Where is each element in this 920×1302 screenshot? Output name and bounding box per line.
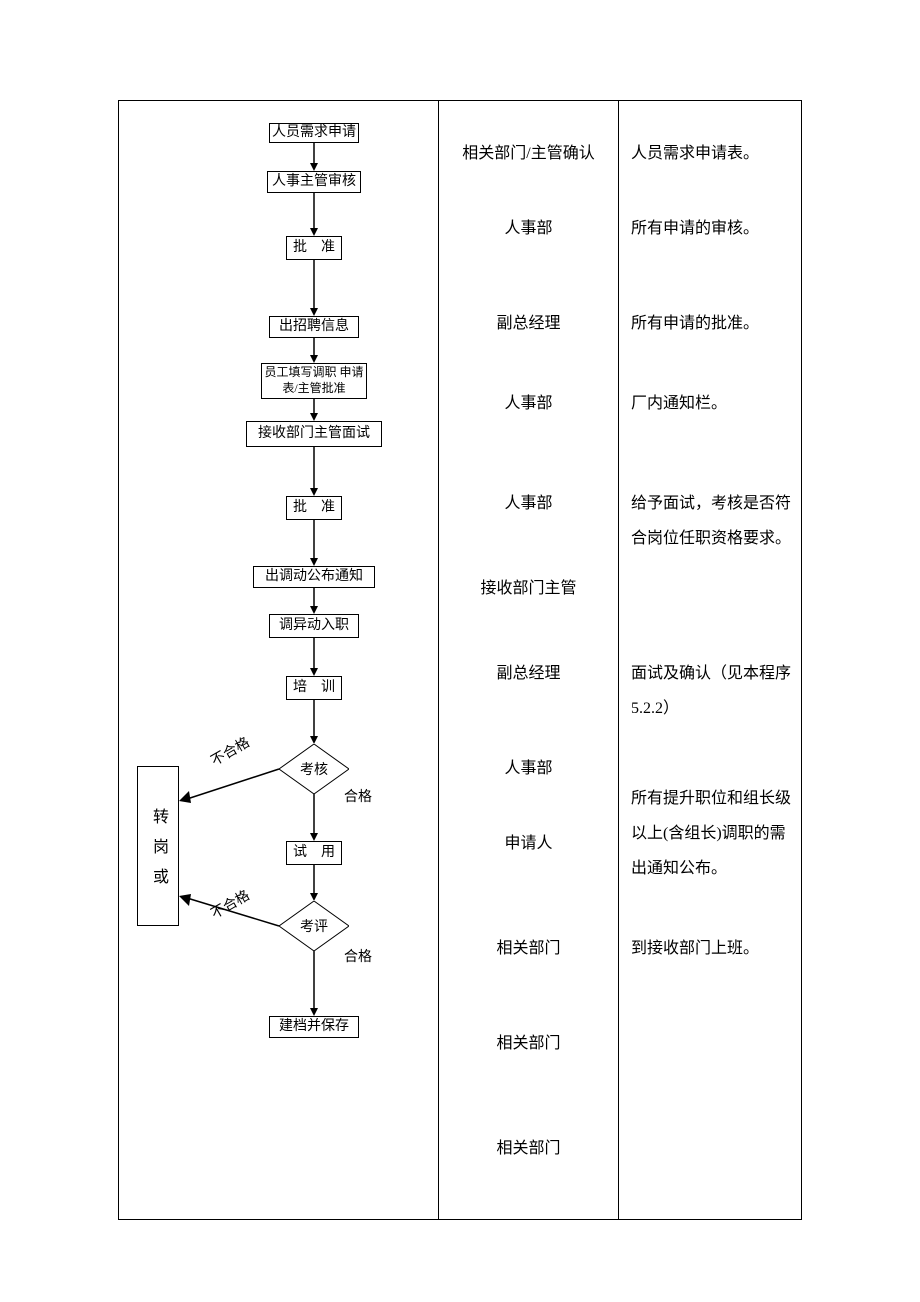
node-assess2: 考评	[279, 901, 349, 951]
diagram-container: 人员需求申请 人事主管审核 批 准 出招聘信息 员工填写调职 申请表/主管批准 …	[118, 100, 802, 1220]
note-3: 所有申请的批准。	[631, 306, 793, 341]
resp-10: 相关部门	[439, 931, 618, 966]
node-fill-form: 员工填写调职 申请表/主管批准	[261, 363, 367, 399]
arrow-5-6	[308, 399, 320, 421]
note-2: 所有申请的审核。	[631, 211, 793, 246]
resp-9: 申请人	[439, 826, 618, 861]
resp-4: 人事部	[439, 386, 618, 421]
diamond-label-1: 考核	[279, 759, 349, 779]
arrow-2-3	[308, 193, 320, 236]
note-1: 人员需求申请表。	[631, 136, 793, 171]
node-interview: 接收部门主管面试	[246, 421, 382, 447]
node-training: 培 训	[286, 676, 342, 700]
node-approve2: 批 准	[286, 496, 342, 520]
arrow-4-5	[308, 338, 320, 363]
note-4: 厂内通知栏。	[631, 386, 793, 421]
resp-6: 接收部门主管	[439, 571, 618, 606]
resp-12: 相关部门	[439, 1131, 618, 1166]
note-7: 所有提升职位和组长级以上(含组长)调职的需出通知公布。	[631, 781, 793, 887]
note-5: 给予面试，考核是否符合岗位任职资格要求。	[631, 486, 793, 556]
arrow-7-8	[308, 520, 320, 566]
responsible-column: 相关部门/主管确认 人事部 副总经理 人事部 人事部 接收部门主管 副总经理 人…	[439, 101, 619, 1219]
note-6: 面试及确认（见本程序5.2.2）	[631, 656, 793, 726]
arrow-10-11	[308, 700, 320, 744]
arrow-12-13	[308, 865, 320, 901]
resp-5: 人事部	[439, 486, 618, 521]
node-assess1: 考核	[279, 744, 349, 794]
node-recruit-info: 出招聘信息	[269, 316, 359, 338]
node-transfer-notice: 出调动公布通知	[253, 566, 375, 588]
resp-2: 人事部	[439, 211, 618, 246]
arrow-8-9	[308, 588, 320, 614]
node-hr-review: 人事主管审核	[267, 171, 361, 193]
arrow-11-12	[308, 794, 320, 841]
notes-column: 人员需求申请表。 所有申请的审核。 所有申请的批准。 厂内通知栏。 给予面试，考…	[619, 101, 803, 1219]
resp-11: 相关部门	[439, 1026, 618, 1061]
diamond-label-2: 考评	[279, 916, 349, 936]
label-pass-2: 合格	[344, 946, 372, 966]
label-pass-1: 合格	[344, 786, 372, 806]
resp-7: 副总经理	[439, 656, 618, 691]
node-request: 人员需求申请	[269, 123, 359, 143]
arrow-9-10	[308, 638, 320, 676]
arrow-1-2	[308, 143, 320, 171]
node-trial: 试 用	[286, 841, 342, 865]
arrow-13-14	[308, 951, 320, 1016]
note-8: 到接收部门上班。	[631, 931, 793, 966]
arrow-6-7	[308, 447, 320, 496]
node-approve1: 批 准	[286, 236, 342, 260]
arrow-3-4	[308, 260, 320, 316]
flowchart-column: 人员需求申请 人事主管审核 批 准 出招聘信息 员工填写调职 申请表/主管批准 …	[119, 101, 439, 1219]
resp-8: 人事部	[439, 751, 618, 786]
node-archive: 建档并保存	[269, 1016, 359, 1038]
arrow-fail-1	[171, 761, 286, 811]
resp-1: 相关部门/主管确认	[439, 136, 618, 171]
node-onboard: 调异动入职	[269, 614, 359, 638]
resp-3: 副总经理	[439, 306, 618, 341]
